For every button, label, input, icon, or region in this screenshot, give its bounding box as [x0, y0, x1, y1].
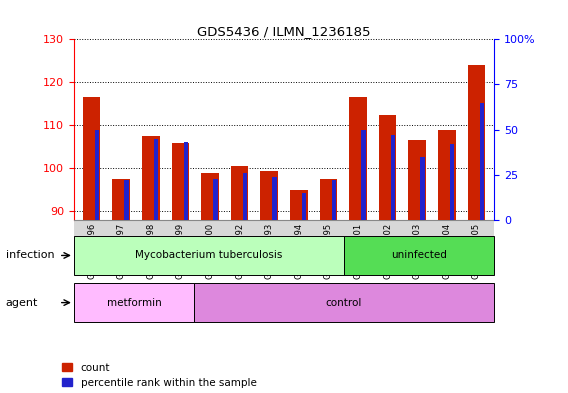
Bar — [74, 236, 344, 275]
Bar — [408, 140, 426, 220]
Bar — [290, 190, 308, 220]
Bar — [194, 283, 494, 322]
Bar — [420, 157, 425, 220]
Bar — [201, 173, 219, 220]
Bar — [320, 179, 337, 220]
Bar — [332, 180, 336, 220]
Bar — [349, 97, 367, 220]
Text: Mycobacterium tuberculosis: Mycobacterium tuberculosis — [135, 250, 283, 261]
Bar — [95, 130, 99, 220]
Bar — [124, 180, 129, 220]
Bar — [154, 139, 158, 220]
Bar — [391, 135, 395, 220]
Text: infection: infection — [6, 250, 55, 261]
Bar — [183, 142, 188, 220]
Bar — [344, 236, 494, 275]
Bar — [243, 173, 247, 220]
Bar — [112, 179, 130, 220]
Text: control: control — [326, 298, 362, 308]
Bar — [438, 130, 456, 220]
Bar — [83, 97, 101, 220]
Bar — [172, 143, 189, 220]
Bar — [272, 177, 277, 220]
Bar — [213, 178, 218, 220]
Text: uninfected: uninfected — [391, 250, 447, 261]
Bar — [231, 166, 248, 220]
Bar — [361, 130, 366, 220]
Bar — [467, 65, 485, 220]
Bar — [450, 144, 454, 220]
Bar — [302, 193, 306, 220]
Bar — [74, 283, 194, 322]
Text: agent: agent — [6, 298, 38, 308]
Text: metformin: metformin — [107, 298, 161, 308]
Bar — [379, 115, 396, 220]
Legend: count, percentile rank within the sample: count, percentile rank within the sample — [62, 363, 257, 388]
Bar — [142, 136, 160, 220]
Title: GDS5436 / ILMN_1236185: GDS5436 / ILMN_1236185 — [197, 25, 371, 38]
Bar — [479, 103, 484, 220]
Bar — [260, 171, 278, 220]
